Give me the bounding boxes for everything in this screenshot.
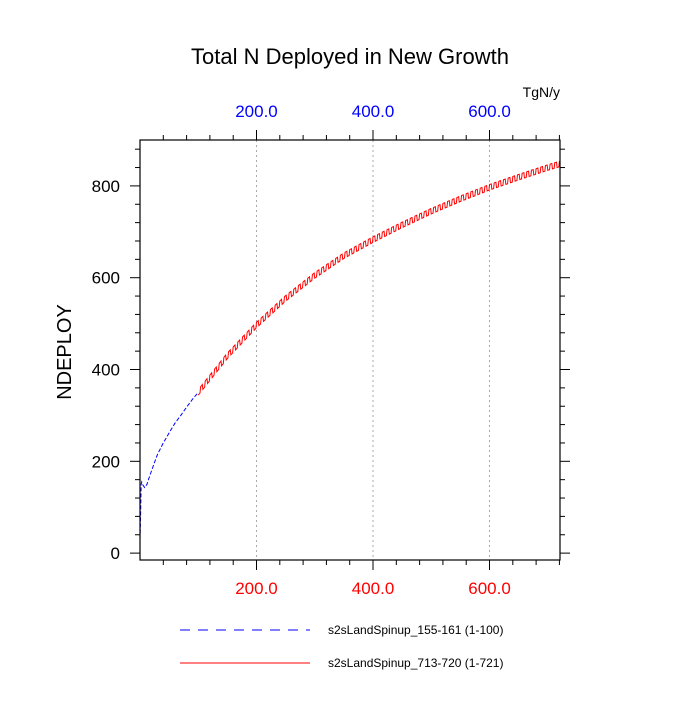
- axis-layer: [130, 130, 570, 570]
- units-label: TgN/y: [523, 84, 560, 100]
- plot-frame: [139, 139, 561, 561]
- x-tick-label-bottom-1: 400.0: [352, 579, 395, 598]
- series-layer: [139, 160, 561, 540]
- y-axis-label: NDEPLOY: [54, 304, 76, 400]
- series-line-0: [139, 392, 199, 540]
- x-tick-label-top-2: 600.0: [468, 102, 511, 121]
- x-tick-label-top-1: 400.0: [352, 102, 395, 121]
- y-tick-label-1: 200: [92, 452, 120, 471]
- legend: s2sLandSpinup_155-161 (1-100) s2sLandSpi…: [180, 623, 503, 670]
- series-line-1: [197, 160, 561, 396]
- y-tick-label-4: 800: [92, 177, 120, 196]
- tick-label-layer: 200.0 200.0 400.0 400.0 600.0 600.0 0 200 400 600…: [92, 102, 511, 598]
- x-tick-label-top-0: 200.0: [235, 102, 278, 121]
- chart-title: Total N Deployed in New Growth: [191, 44, 509, 69]
- legend-label-0: s2sLandSpinup_155-161 (1-100): [328, 623, 503, 637]
- legend-label-1: s2sLandSpinup_713-720 (1-721): [328, 656, 503, 670]
- y-tick-label-2: 400: [92, 361, 120, 380]
- grid-layer: [256, 140, 491, 560]
- x-tick-label-bottom-0: 200.0: [235, 579, 278, 598]
- y-tick-label-3: 600: [92, 269, 120, 288]
- y-tick-label-0: 0: [111, 544, 120, 563]
- x-tick-label-bottom-2: 600.0: [468, 579, 511, 598]
